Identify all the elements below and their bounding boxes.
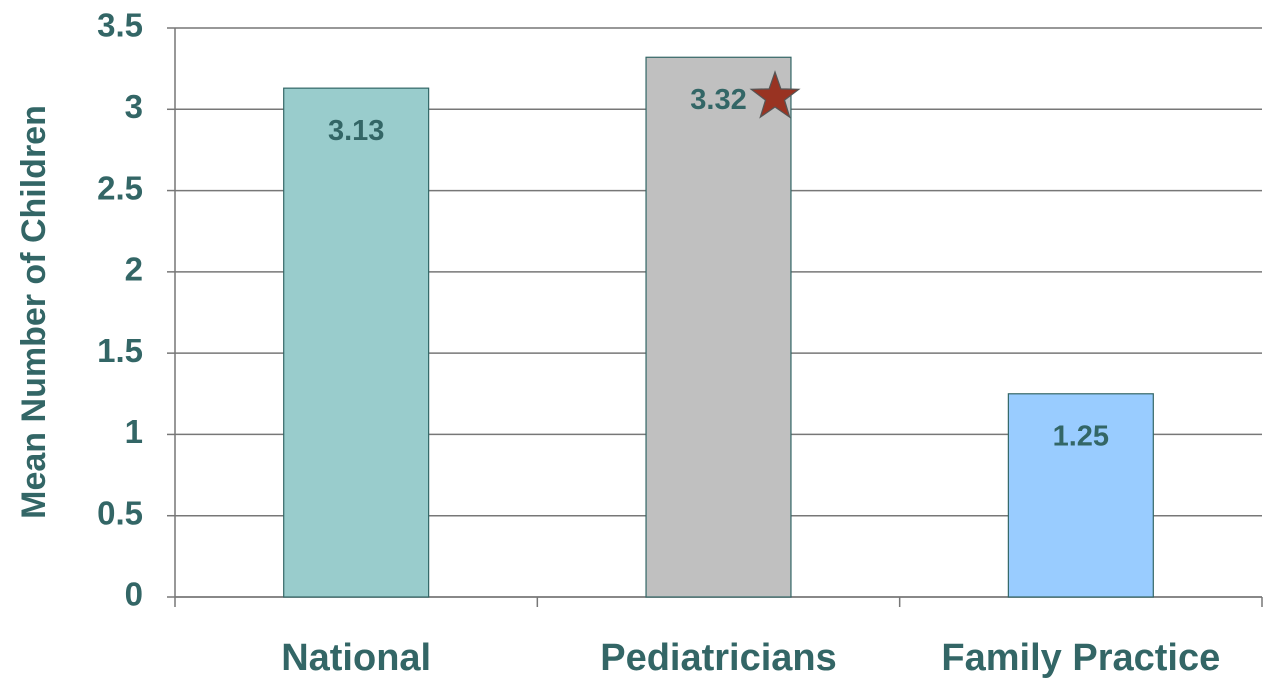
y-tick-label: 2 (125, 251, 143, 288)
x-tick-label: National (281, 637, 431, 679)
bar (645, 56, 792, 598)
y-tick-label: 2.5 (97, 169, 143, 206)
bar (1007, 393, 1154, 598)
y-tick-label: 1.5 (97, 332, 143, 369)
y-tick-label: 0.5 (97, 494, 143, 531)
y-axis-label: Mean Number of Children (15, 105, 53, 519)
value-label: 1.25 (1053, 420, 1109, 452)
bar (283, 87, 430, 598)
y-tick-label: 1 (125, 413, 143, 450)
x-tick-label: Pediatricians (600, 637, 837, 679)
value-label: 3.13 (328, 115, 384, 147)
x-tick-label: Family Practice (941, 637, 1220, 679)
y-tick-label: 3 (125, 88, 143, 125)
y-tick-label: 3.5 (97, 7, 143, 44)
y-tick-label: 0 (125, 576, 143, 613)
value-label: 3.32 (690, 84, 746, 116)
star-icon (749, 70, 801, 119)
